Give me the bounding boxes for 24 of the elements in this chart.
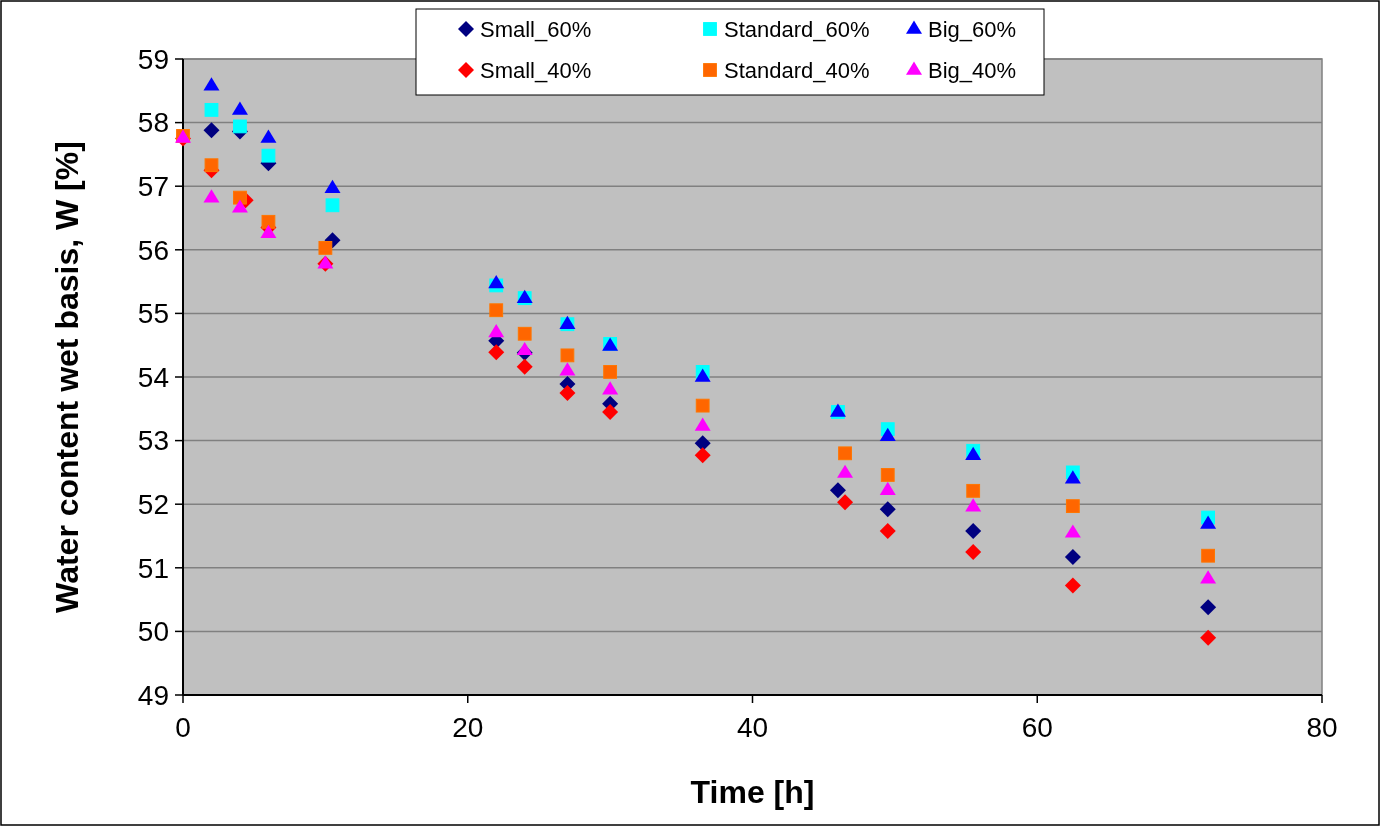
y-tick-label: 51	[137, 552, 169, 584]
legend-label: Standard_60%	[724, 16, 870, 42]
x-tick-label: 80	[1306, 712, 1338, 743]
y-tick-label: 52	[137, 489, 169, 520]
y-tick-label: 53	[137, 425, 169, 457]
legend-label: Small_40%	[480, 57, 592, 83]
y-tick-label: 54	[137, 361, 169, 393]
legend-label: Big_60%	[928, 16, 1017, 42]
y-tick-label: 58	[137, 107, 169, 139]
y-axis-title: Water content wet basis, W [%]	[49, 141, 85, 613]
y-tick-label: 56	[137, 234, 169, 266]
y-tick-label: 57	[137, 171, 169, 202]
y-tick-label: 50	[137, 616, 169, 648]
x-tick-label: 60	[1021, 712, 1053, 743]
y-tick-label: 49	[137, 679, 169, 711]
x-tick-label: 20	[452, 712, 484, 743]
y-tick-label: 55	[137, 298, 169, 330]
legend-label: Small_60%	[480, 16, 592, 42]
legend-label: Standard_40%	[724, 57, 870, 83]
x-tick-label: 0	[175, 712, 191, 743]
x-tick-label: 40	[736, 712, 769, 743]
legend-label: Big_40%	[928, 57, 1017, 83]
x-axis-title: Time [h]	[690, 774, 815, 810]
y-tick-label: 59	[137, 43, 169, 75]
